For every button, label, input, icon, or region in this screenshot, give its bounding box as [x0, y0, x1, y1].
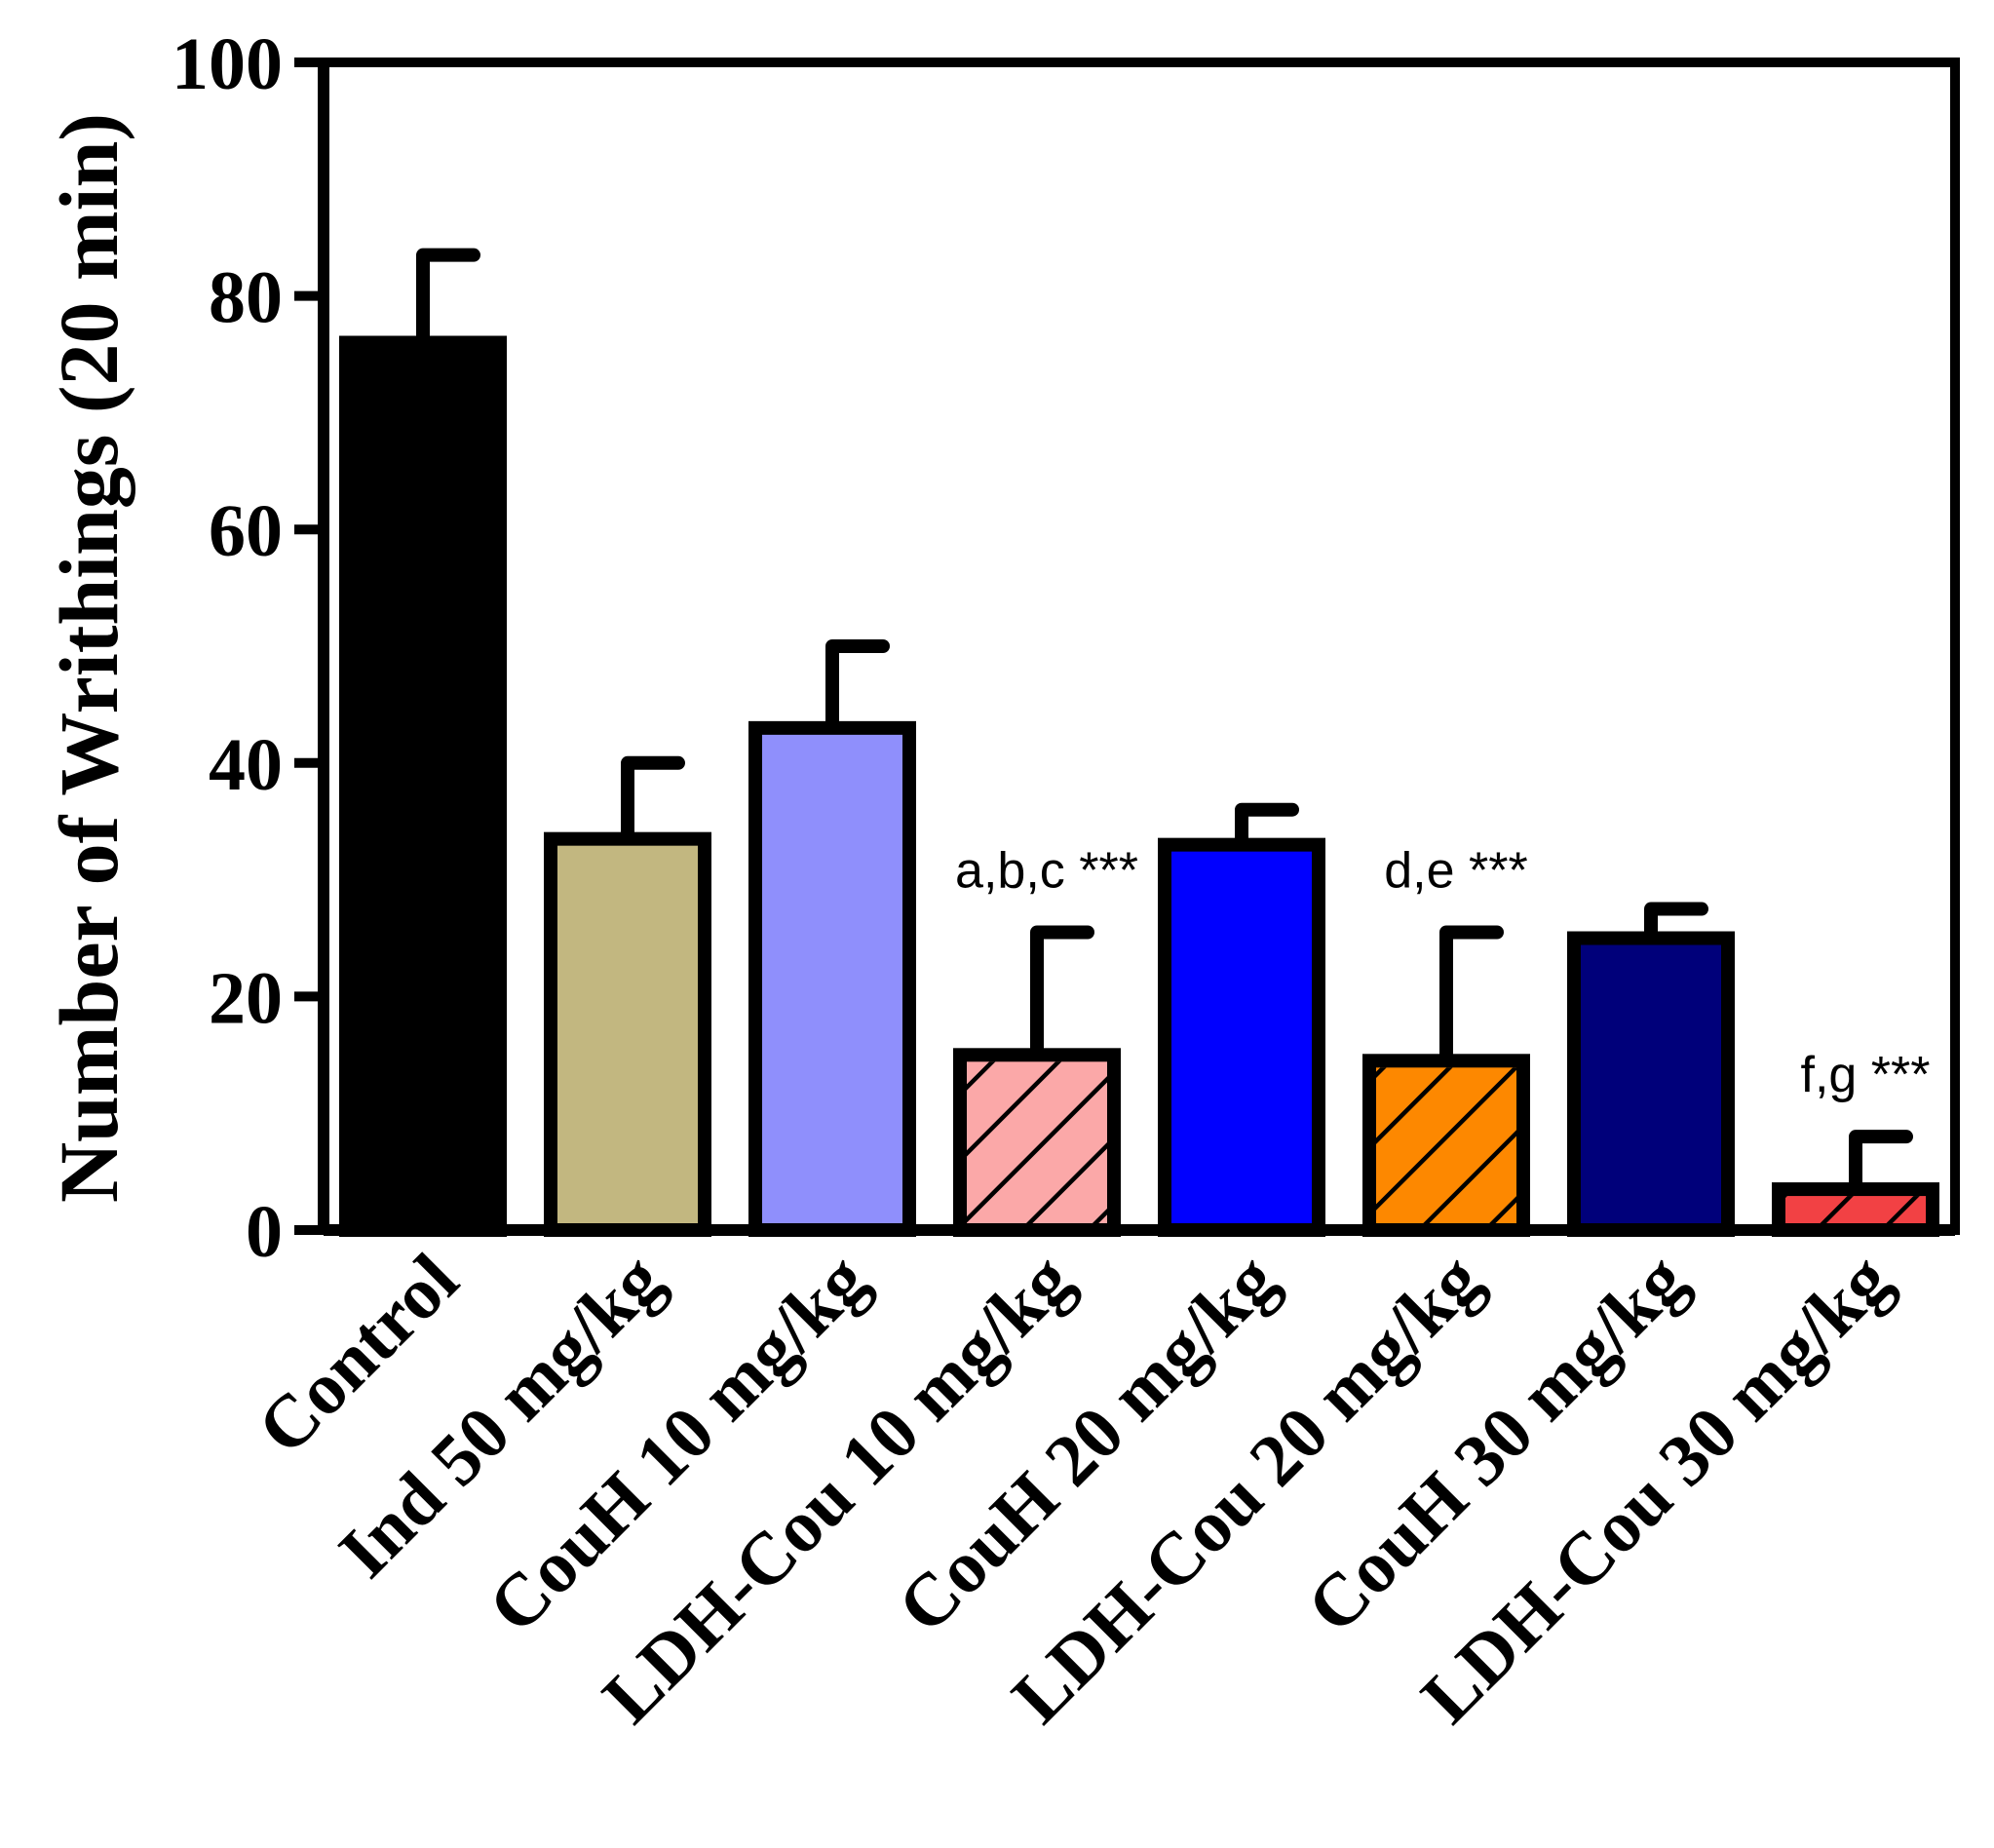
- y-tick-label-100: 100: [172, 23, 283, 105]
- significance-label: f,g ***: [1801, 1047, 1931, 1103]
- bar-hatch-ldh-cou-20-mg-kg: [1376, 1067, 1516, 1223]
- bar-control: [339, 335, 507, 1237]
- bar-hatch-ldh-cou-10-mg-kg: [967, 1061, 1107, 1223]
- significance-label: a,b,c ***: [955, 843, 1138, 900]
- y-tick-label-40: 40: [209, 724, 283, 806]
- bar-couh-20-mg-kg: [1158, 837, 1325, 1237]
- y-tick-label-20: 20: [209, 957, 283, 1039]
- bar-couh-10-mg-kg: [748, 720, 916, 1237]
- bar-couh-30-mg-kg: [1567, 931, 1735, 1237]
- y-tick-label-60: 60: [209, 490, 283, 572]
- x-tick-label-couh-20-mg-kg: CouH 20 mg/kg: [882, 1239, 1292, 1649]
- y-tick-label-80: 80: [209, 257, 283, 339]
- x-tick-label-couh-30-mg-kg: CouH 30 mg/kg: [1291, 1239, 1702, 1649]
- y-axis-title: Number of Writhings (20 min): [42, 113, 135, 1203]
- significance-label: d,e ***: [1384, 843, 1527, 900]
- x-tick-label-couh-10-mg-kg: CouH 10 mg/kg: [473, 1239, 883, 1649]
- bar-hatch-ldh-cou-30-mg-kg: [1785, 1196, 1926, 1223]
- bar-ind-50-mg-kg: [544, 831, 711, 1237]
- y-tick-label-0: 0: [246, 1191, 283, 1273]
